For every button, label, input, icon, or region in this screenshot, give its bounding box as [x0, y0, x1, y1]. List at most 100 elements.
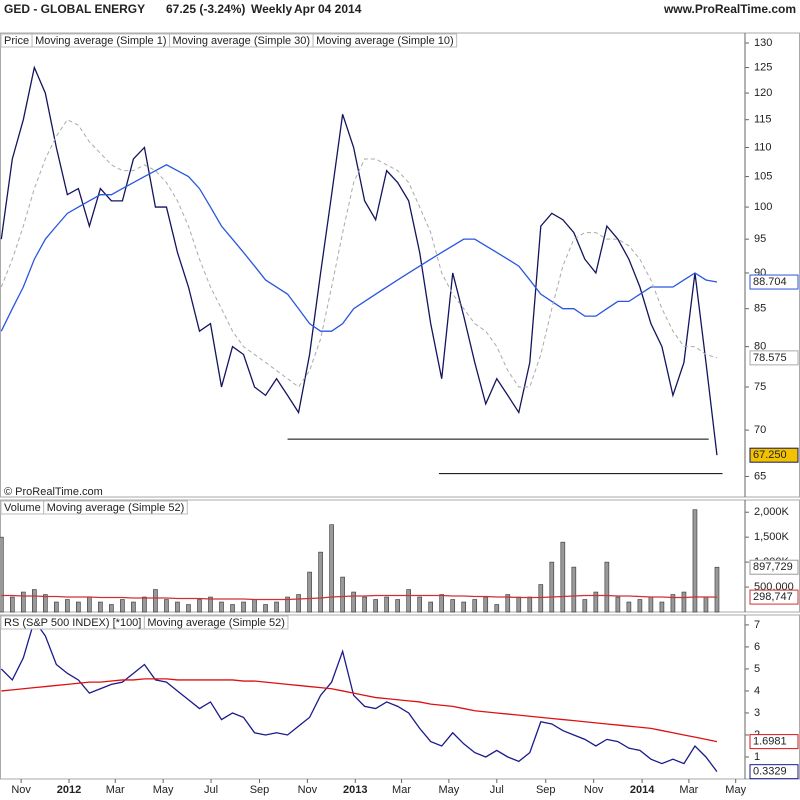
series-line	[0, 164, 718, 332]
legend-box	[312, 33, 458, 48]
volume-bar	[208, 596, 213, 613]
volume-bar	[406, 589, 411, 613]
volume-bar	[615, 596, 621, 613]
series-line	[0, 65, 718, 456]
series-line	[1, 594, 717, 601]
y-tick-label: 1	[754, 751, 760, 763]
volume-bar	[175, 601, 180, 613]
volume-bar	[450, 599, 456, 613]
last-value-box	[749, 350, 799, 366]
last-value-box	[749, 764, 799, 780]
legend-entry: Moving average (Simple 52)	[147, 617, 285, 629]
date: Apr 04 2014	[294, 2, 362, 16]
y-tick-label: 70	[754, 424, 766, 436]
legend-box	[143, 615, 289, 630]
x-tick-label: Nov	[11, 784, 31, 796]
x-tick-label: May	[725, 784, 746, 796]
y-tick-label: 75	[754, 381, 766, 393]
last-value-box	[749, 559, 799, 575]
volume-bar	[571, 566, 577, 613]
series-line	[1, 678, 718, 743]
last-value-box	[749, 274, 799, 290]
volume-bar	[109, 604, 114, 613]
x-tick-label: Jul	[204, 784, 218, 796]
volume-bar	[252, 599, 257, 613]
volume-bar	[538, 584, 544, 613]
legend-entry: Moving average (Simple 52)	[47, 502, 185, 514]
volume-bar	[76, 601, 81, 613]
y-tick-label: 95	[754, 233, 766, 245]
volume-bar	[65, 599, 70, 613]
last-value-label: 897,729	[753, 561, 793, 573]
volume-bar	[626, 601, 632, 613]
volume-bar	[329, 524, 334, 613]
x-tick-label: 2012	[57, 784, 81, 796]
legend-entry: Moving average (Simple 1)	[35, 35, 166, 47]
last-value-label: 88.704	[753, 276, 787, 288]
last-value-box	[749, 734, 799, 750]
volume-bar	[318, 551, 323, 613]
volume-bar	[43, 594, 48, 613]
volume-bar	[670, 594, 676, 613]
volume-bar	[32, 589, 37, 613]
volume-bar	[714, 566, 720, 613]
volume-bar	[87, 596, 92, 613]
volume-bar	[604, 561, 610, 613]
last-value-label: 67.250	[753, 449, 787, 461]
y-tick-label: 65	[754, 470, 766, 482]
volume-bar	[472, 599, 478, 613]
last-value-label: 1.6981	[753, 736, 787, 748]
legend-entry: Moving average (Simple 30)	[173, 35, 311, 47]
volume-bar	[505, 594, 511, 613]
site: www.ProRealTime.com	[663, 2, 796, 16]
y-tick-label: 115	[754, 114, 772, 126]
y-tick-label: 125	[754, 61, 772, 73]
y-tick-label: 80	[754, 341, 766, 353]
y-tick-label: 120	[754, 87, 772, 99]
last-value-label: 78.575	[753, 352, 787, 364]
volume-bar	[230, 604, 235, 613]
volume-bar	[263, 604, 268, 613]
y-tick-label: 85	[754, 303, 766, 315]
volume-bar	[197, 599, 202, 613]
volume-bar	[703, 596, 709, 613]
last-value-label: 298,747	[753, 591, 793, 603]
x-tick-label: Mar	[392, 784, 411, 796]
volume-bar	[10, 596, 15, 613]
volume-bar	[637, 599, 643, 613]
y-tick-label: 6	[754, 641, 760, 653]
y-tick-label: 2,000K	[754, 506, 790, 518]
volume-bar	[384, 596, 389, 613]
last-value-label: 0.3329	[753, 766, 787, 778]
volume-bar	[351, 591, 356, 613]
volume-bar	[142, 596, 147, 613]
quote: 67.25 (-3.24%)	[166, 2, 245, 16]
volume-bar	[494, 604, 500, 613]
y-tick-label: 5	[754, 663, 760, 675]
x-tick-label: 2013	[343, 784, 367, 796]
legend-entry: RS (S&P 500 INDEX) [*100]	[4, 617, 141, 629]
volume-bar	[219, 601, 224, 613]
x-tick-label: Nov	[584, 784, 604, 796]
legend-box	[43, 500, 188, 515]
x-tick-label: Nov	[298, 784, 318, 796]
legend-entry: Volume	[4, 502, 41, 514]
y-tick-label: 7	[754, 619, 760, 631]
volume-bar	[582, 599, 588, 613]
series-line	[0, 619, 718, 773]
volume-bar	[428, 601, 434, 613]
series-line	[0, 119, 718, 388]
last-value-box	[749, 447, 799, 463]
x-tick-label: Sep	[536, 784, 556, 796]
x-tick-label: Sep	[250, 784, 270, 796]
volume-bar	[285, 596, 290, 613]
symbol: GED - GLOBAL ENERGY	[4, 2, 145, 16]
x-tick-label: Jul	[490, 784, 504, 796]
volume-bar	[307, 571, 312, 613]
volume-bar	[153, 589, 158, 613]
volume-bar	[373, 599, 378, 613]
y-tick-label: 100	[754, 201, 772, 213]
volume-bar	[560, 541, 566, 613]
volume-bar	[648, 596, 654, 613]
